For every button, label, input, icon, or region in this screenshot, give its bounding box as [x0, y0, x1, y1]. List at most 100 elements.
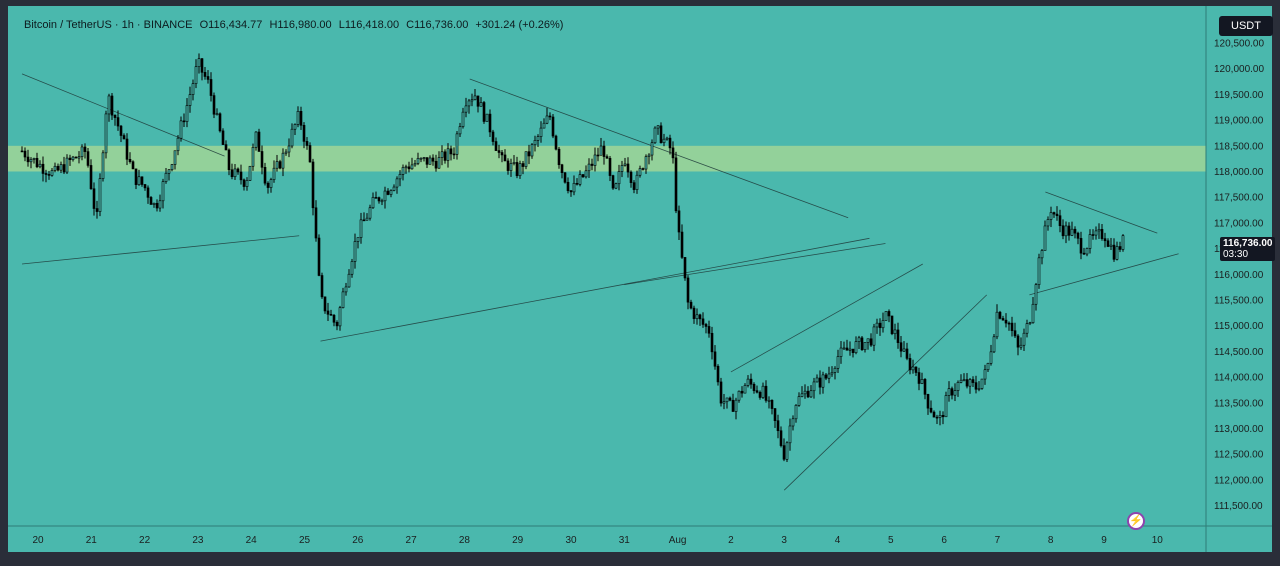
candle-body — [311, 161, 315, 209]
candle-body — [173, 150, 177, 165]
candle-body — [884, 311, 888, 321]
candle-body — [668, 137, 672, 149]
candle-body — [617, 171, 621, 185]
candle-body — [803, 390, 807, 395]
x-tick-label: 30 — [565, 535, 577, 546]
candle-body — [389, 190, 393, 195]
candle-body — [452, 153, 456, 156]
candle-body — [206, 76, 210, 80]
candle-body — [179, 120, 183, 139]
y-tick-label: 114,000.00 — [1214, 373, 1264, 384]
candle-body — [944, 395, 948, 418]
candle-body — [416, 158, 420, 164]
candle-body — [971, 379, 975, 383]
candle-body — [1001, 318, 1005, 321]
candle-body — [1058, 215, 1062, 227]
candle-body — [776, 420, 780, 432]
candle-body — [1118, 246, 1122, 250]
candle-body — [398, 174, 402, 180]
candle-body — [1082, 252, 1086, 255]
candle-body — [923, 379, 927, 395]
candle-body — [608, 157, 612, 176]
candle-body — [746, 378, 750, 386]
candle-body — [410, 164, 414, 170]
candle-body — [314, 207, 318, 239]
candle-body — [95, 208, 99, 212]
candle-body — [347, 273, 351, 288]
candle-body — [1007, 322, 1011, 325]
candle-body — [509, 163, 513, 171]
candle-body — [131, 161, 135, 170]
candle-body — [665, 137, 669, 140]
change-value: +301.24 (+0.26%) — [475, 19, 564, 31]
candle-body — [1100, 229, 1104, 239]
candle-body — [713, 351, 717, 367]
candle-body — [1046, 219, 1050, 227]
candle-body — [1013, 330, 1017, 337]
candle-body — [287, 145, 291, 153]
trendline — [21, 73, 225, 157]
candle-body — [494, 141, 498, 151]
candle-body — [215, 113, 219, 116]
candle-body — [644, 156, 648, 170]
x-tick-label: 6 — [941, 535, 947, 546]
candle-body — [329, 313, 333, 316]
candle-body — [257, 131, 261, 152]
x-tick-label: 23 — [192, 535, 204, 546]
candle-body — [1019, 344, 1023, 348]
candle-body — [1067, 225, 1071, 236]
candle-body — [362, 219, 366, 222]
x-tick-label: 25 — [299, 535, 311, 546]
candle-body — [371, 197, 375, 209]
candle-body — [413, 163, 417, 166]
candle-body — [767, 399, 771, 402]
chart-frame[interactable]: 120,500.00 120,000.00 119,500.00 119,000.00… — [8, 6, 1275, 552]
candle-body — [239, 171, 243, 181]
low-value: L116,418.00 — [338, 19, 400, 31]
candle-body — [1043, 225, 1047, 251]
candle-body — [332, 314, 336, 323]
candle-body — [464, 105, 468, 113]
lightning-icon[interactable]: ⚡ — [1127, 512, 1145, 530]
currency-badge[interactable]: USDT — [1219, 16, 1273, 36]
x-tick-label: 20 — [32, 535, 44, 546]
candle-body — [524, 151, 528, 167]
candle-body — [137, 176, 141, 185]
symbol-title[interactable]: Bitcoin / TetherUS · 1h · BINANCE — [24, 19, 193, 31]
candle-body — [155, 202, 159, 209]
candle-body — [434, 160, 438, 169]
candle-body — [269, 179, 273, 188]
candle-body — [755, 390, 759, 393]
candle-body — [908, 358, 912, 371]
candle-body — [326, 310, 330, 315]
candle-body — [800, 393, 804, 397]
candle-body — [458, 126, 462, 135]
candle-body — [719, 381, 723, 404]
candle-body — [50, 170, 54, 176]
candle-body — [695, 314, 699, 319]
trendline — [1029, 253, 1179, 296]
candle-body — [143, 184, 147, 189]
candle-body — [788, 425, 792, 444]
candle-body — [221, 130, 225, 145]
candle-body — [836, 356, 840, 369]
candle-body — [875, 322, 879, 328]
candle-body — [290, 128, 294, 147]
chart-canvas[interactable]: 120,500.00 120,000.00 119,500.00 119,000.00… — [8, 6, 1272, 552]
candle-body — [104, 113, 108, 154]
candle-body — [587, 163, 591, 172]
candle-body — [728, 397, 732, 401]
candle-body — [725, 397, 729, 403]
candle-body — [374, 197, 378, 199]
candle-body — [611, 175, 615, 189]
candle-body — [1079, 238, 1083, 254]
candle-body — [1061, 225, 1065, 237]
candle-body — [593, 154, 597, 166]
candle-body — [518, 163, 522, 177]
candle-body — [710, 332, 714, 353]
candle-body — [380, 200, 384, 203]
y-tick-label: 111,500.00 — [1214, 501, 1263, 512]
candle-body — [527, 151, 531, 157]
candle-body — [920, 379, 924, 384]
candle-body — [896, 329, 900, 343]
